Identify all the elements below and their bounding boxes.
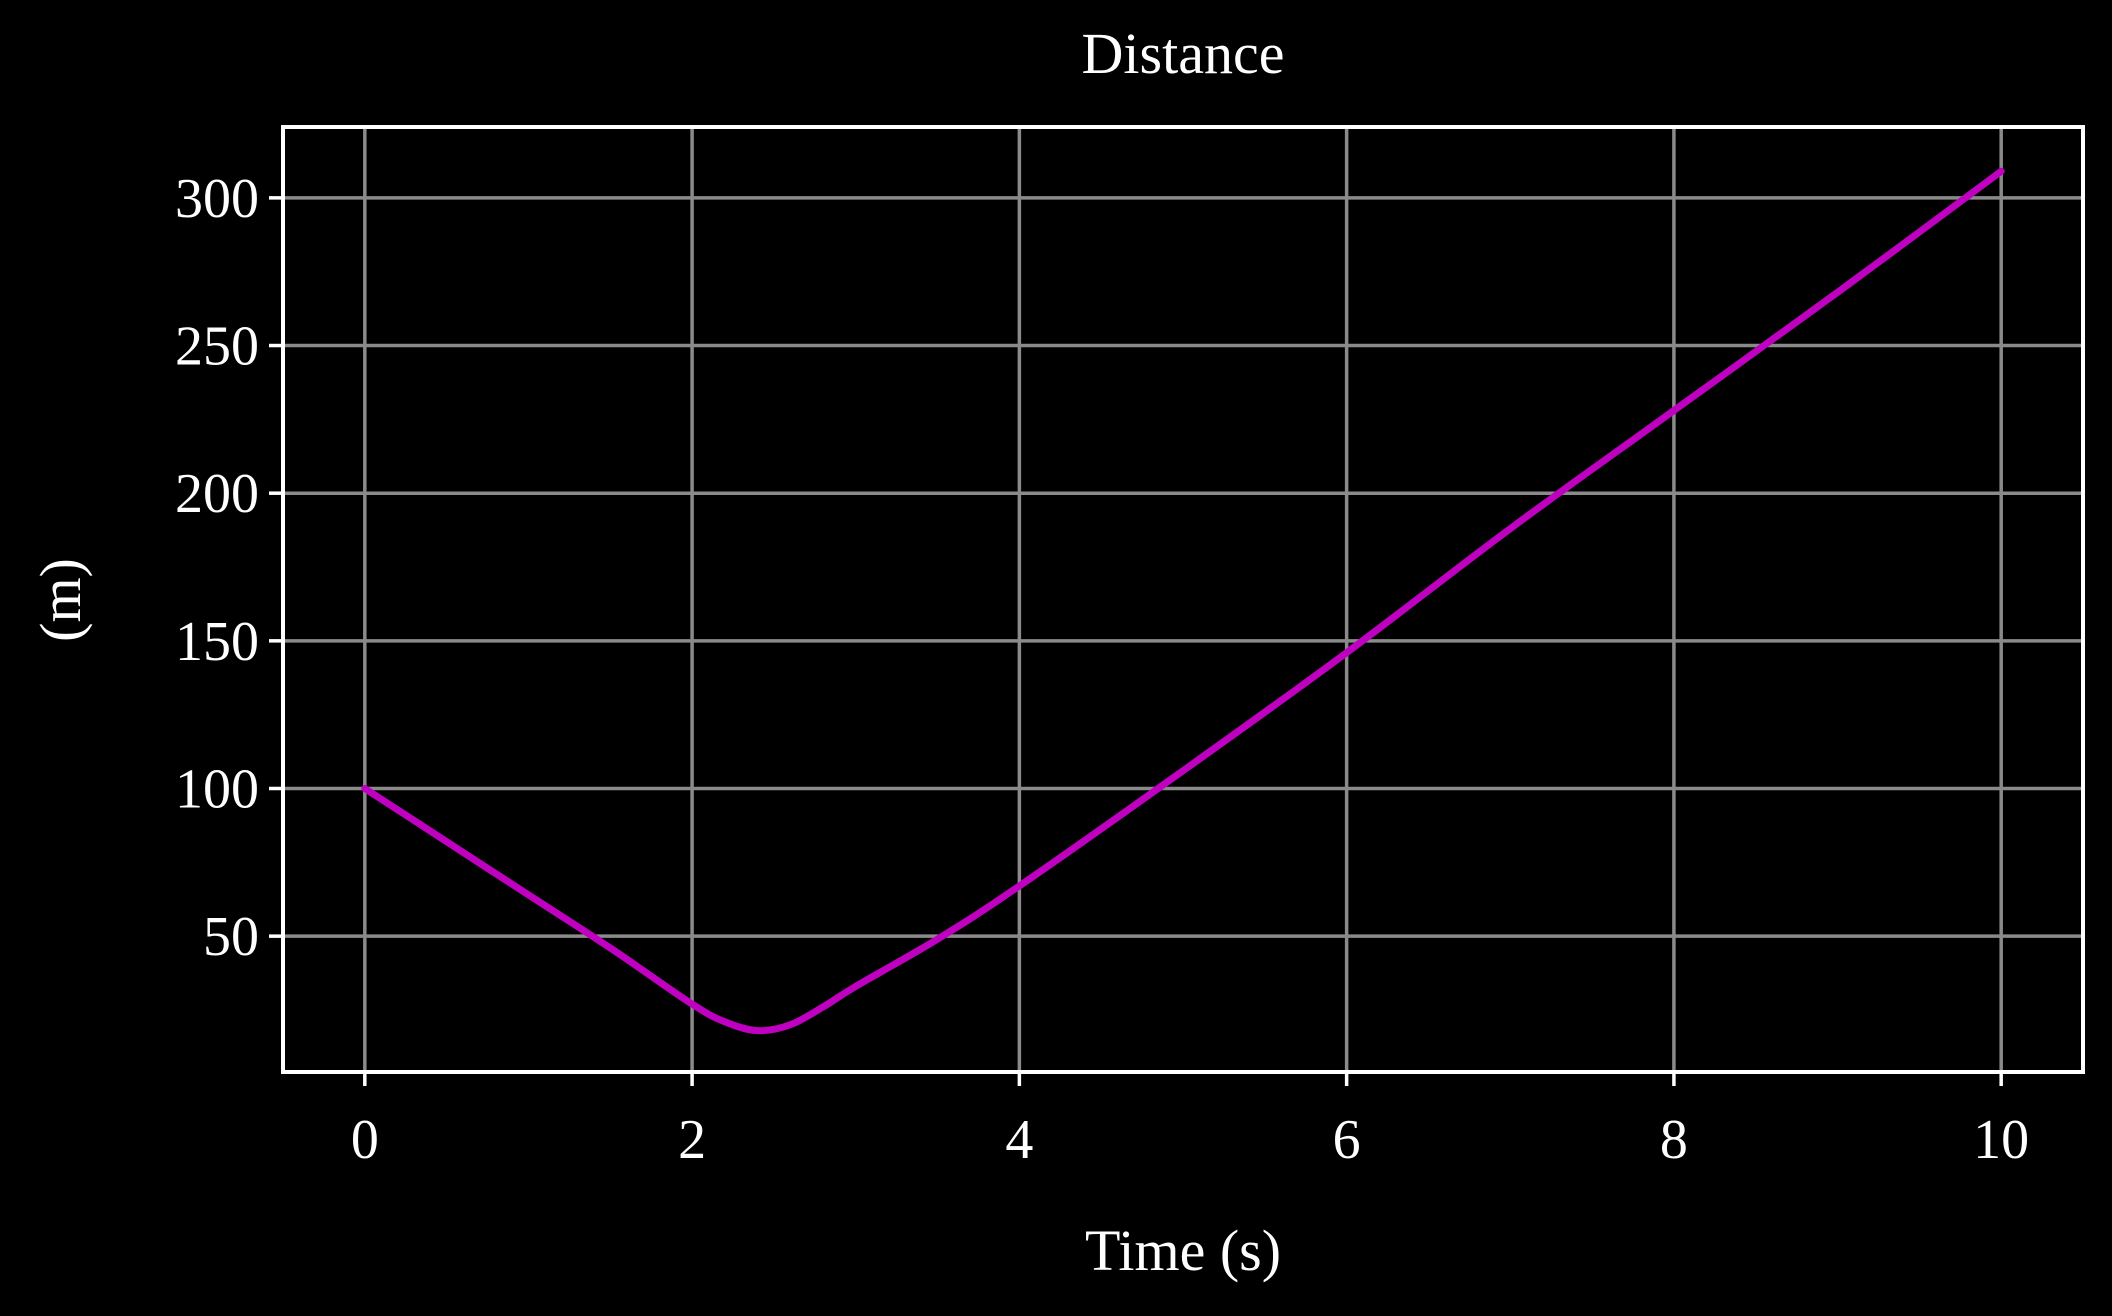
- x-tick-label: 0: [351, 1109, 379, 1171]
- y-tick-label: 250: [175, 316, 259, 378]
- x-tick-label: 2: [678, 1109, 706, 1171]
- distance-series-line: [361, 167, 2005, 1035]
- grid: [283, 127, 2083, 1072]
- y-axis-label: (m): [28, 558, 93, 642]
- chart-title: Distance: [1082, 21, 1285, 86]
- plot-frame: [281, 125, 2085, 1074]
- series-layer: [361, 167, 2005, 1035]
- axis-ticks: 0 2 4 6 8 10 50 100 150 200 250 300: [175, 168, 2029, 1171]
- x-tick-label: 6: [1333, 1109, 1361, 1171]
- x-axis-label: Time (s): [1085, 1218, 1281, 1283]
- y-tick-label: 200: [175, 463, 259, 525]
- y-tick-label: 150: [175, 611, 259, 673]
- y-tick-label: 50: [203, 906, 259, 968]
- x-tick-label: 10: [1973, 1109, 2029, 1171]
- x-tick-label: 4: [1005, 1109, 1033, 1171]
- y-tick-label: 100: [175, 759, 259, 821]
- y-tick-label: 300: [175, 168, 259, 230]
- x-tick-label: 8: [1660, 1109, 1688, 1171]
